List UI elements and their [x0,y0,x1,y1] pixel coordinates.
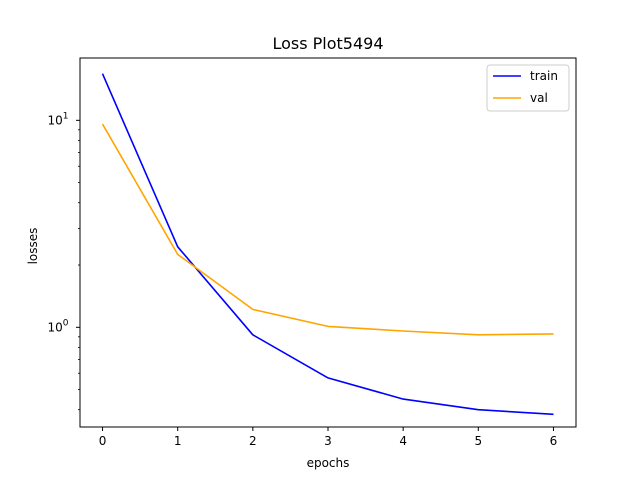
legend-label-train: train [530,69,558,83]
x-tick-label: 3 [324,434,332,448]
series-line-val [101,123,554,336]
chart-title: Loss Plot5494 [272,34,383,53]
y-tick-label: 101 [47,111,68,127]
series-lines [101,73,554,416]
legend-label-val: val [530,91,548,105]
x-tick-label: 6 [550,434,558,448]
y-axis-label: losses [26,228,40,265]
x-tick-label: 5 [474,434,482,448]
x-tick-label: 0 [99,434,107,448]
x-tick-label: 1 [174,434,182,448]
series-line-train [101,73,554,416]
x-tick-label: 4 [399,434,407,448]
y-tick-label: 100 [47,318,68,334]
x-tick-label: 2 [249,434,257,448]
legend: train val [486,64,570,112]
x-axis-label: epochs [307,456,350,470]
axis-ticks: 0 1 2 3 4 5 6 100 101 [47,111,557,448]
